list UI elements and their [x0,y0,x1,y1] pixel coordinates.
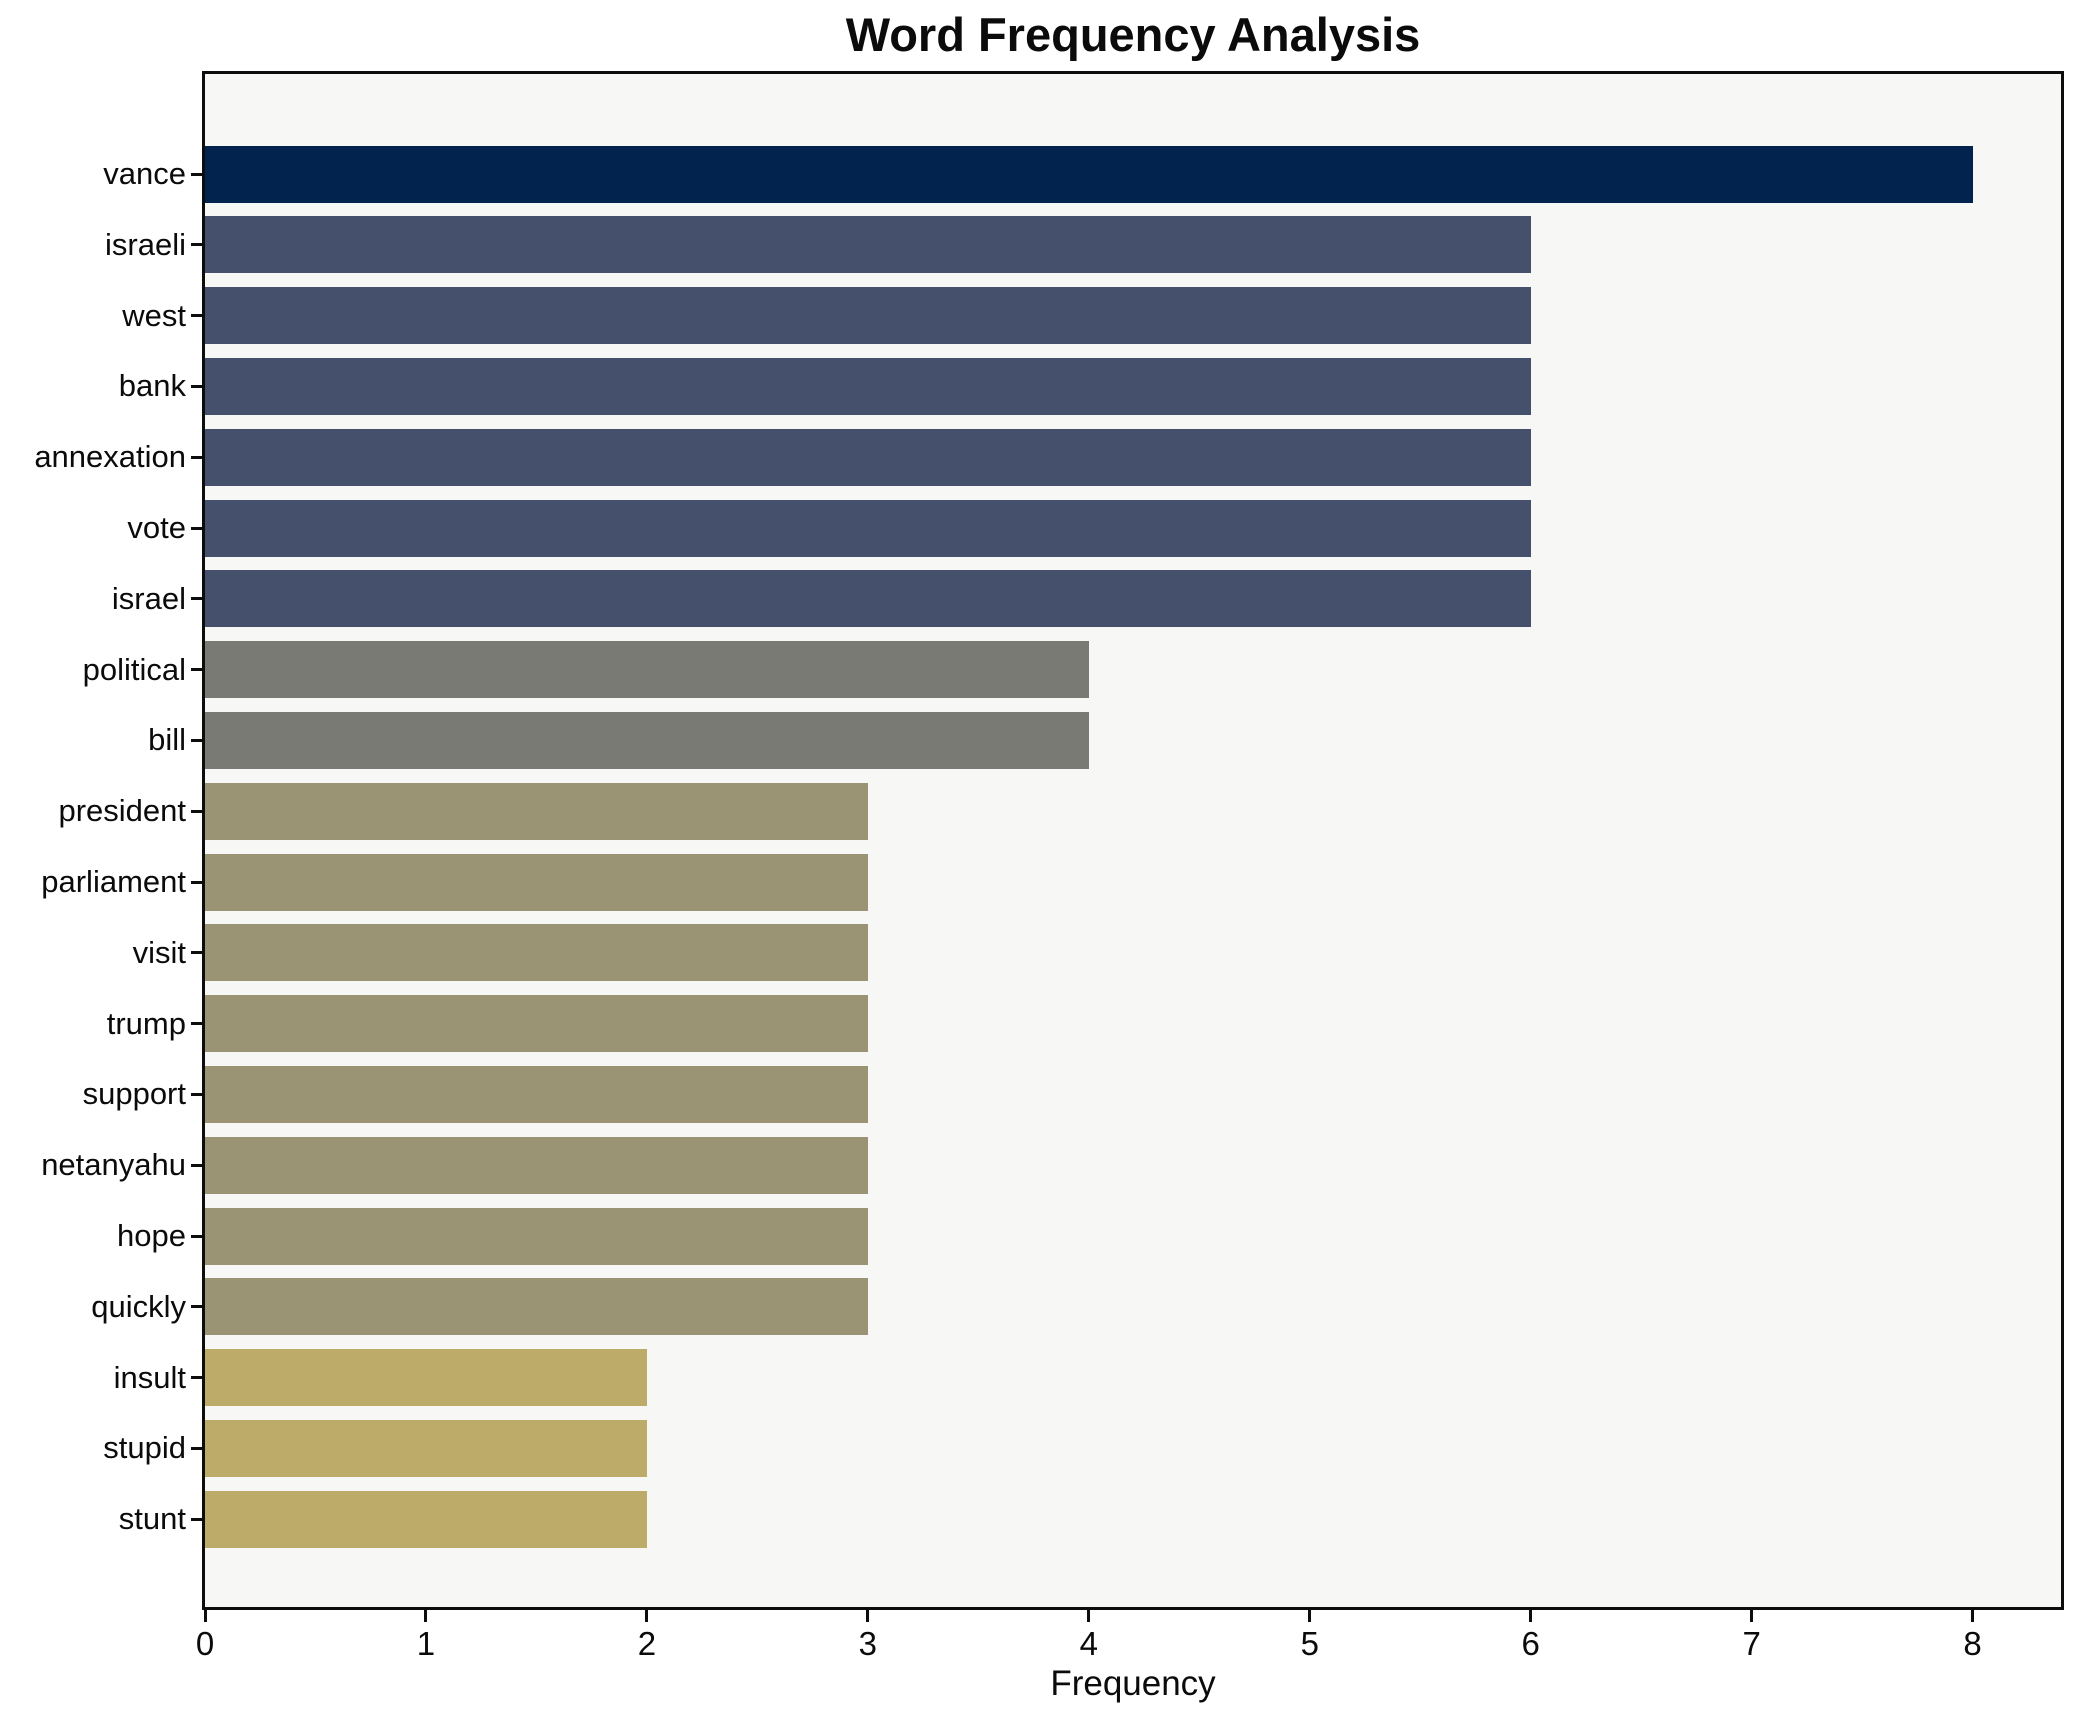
y-tick-mark [191,1022,202,1026]
y-tick-label-bank: bank [118,368,186,404]
y-tick-mark [191,668,202,672]
x-tick-mark [203,1610,207,1622]
y-tick-label-israeli: israeli [105,226,186,262]
y-tick-label-annexation: annexation [34,439,186,475]
y-tick-mark [191,1163,202,1167]
bar-quickly [205,1278,868,1336]
y-tick-label-visit: visit [132,934,186,970]
bar-trump [205,995,868,1053]
y-tick-mark [191,1446,202,1450]
y-tick-mark [191,172,202,176]
x-tick-mark [645,1610,649,1622]
y-tick-label-bill: bill [148,722,186,758]
y-tick-label-hope: hope [117,1218,186,1253]
bar-political [205,641,1089,699]
y-tick-mark [191,1376,202,1380]
bar-stupid [205,1419,647,1477]
bar-parliament [205,853,868,911]
y-tick-label-parliament: parliament [41,864,186,899]
y-tick-label-political: political [82,651,186,687]
x-tick-mark [1750,1610,1754,1622]
y-tick-label-insult: insult [113,1359,186,1395]
y-tick-label-vote: vote [127,510,186,545]
y-tick-label-president: president [58,793,186,829]
y-tick-label-support: support [82,1076,186,1112]
y-tick-mark [191,1234,202,1238]
x-tick-label-8: 8 [1963,1625,1982,1662]
x-tick-label-6: 6 [1521,1625,1540,1662]
y-tick-label-netanyahu: netanyahu [41,1147,186,1183]
y-tick-label-israel: israel [111,580,186,616]
y-tick-mark [191,314,202,318]
bar-stunt [205,1490,647,1548]
x-tick-mark [866,1610,870,1622]
x-tick-label-0: 0 [195,1625,215,1662]
y-tick-mark [191,455,202,459]
y-tick-label-trump: trump [106,1005,186,1041]
y-tick-label-quickly: quickly [91,1288,186,1324]
y-tick-mark [191,738,202,742]
y-tick-mark [191,384,202,388]
plot-area [202,71,2064,1610]
y-tick-mark [191,243,202,247]
bar-netanyahu [205,1136,868,1194]
bar-visit [205,924,868,982]
bar-bill [205,711,1089,769]
bar-vote [205,499,1531,557]
bar-insult [205,1349,647,1407]
bar-hope [205,1207,868,1265]
x-axis-title: Frequency [1050,1664,1216,1703]
x-tick-mark [1308,1610,1312,1622]
x-tick-label-2: 2 [637,1625,657,1662]
y-tick-mark [191,526,202,530]
bar-israel [205,570,1531,628]
x-tick-label-3: 3 [858,1625,878,1662]
x-tick-label-4: 4 [1079,1625,1098,1662]
x-tick-mark [1971,1610,1975,1622]
bar-west [205,287,1531,345]
y-tick-mark [191,1092,202,1096]
x-tick-label-1: 1 [416,1625,436,1662]
x-tick-label-7: 7 [1742,1625,1761,1662]
y-tick-label-stunt: stunt [118,1501,186,1537]
y-tick-mark [191,597,202,601]
bar-president [205,782,868,840]
x-tick-mark [1529,1610,1533,1622]
y-tick-mark [191,951,202,955]
x-tick-label-5: 5 [1300,1625,1319,1662]
bar-israeli [205,216,1531,274]
y-tick-label-stupid: stupid [103,1430,186,1466]
bar-annexation [205,428,1531,486]
chart-title: Word Frequency Analysis [845,8,1421,61]
y-tick-mark [191,1517,202,1521]
y-tick-mark [191,1305,202,1309]
y-tick-label-vance: vance [103,156,186,191]
bar-vance [205,145,1973,203]
bar-bank [205,357,1531,415]
y-tick-label-west: west [122,297,186,333]
y-tick-mark [191,880,202,884]
y-tick-mark [191,809,202,813]
bar-support [205,1065,868,1123]
x-tick-mark [424,1610,428,1622]
x-tick-mark [1087,1610,1091,1622]
